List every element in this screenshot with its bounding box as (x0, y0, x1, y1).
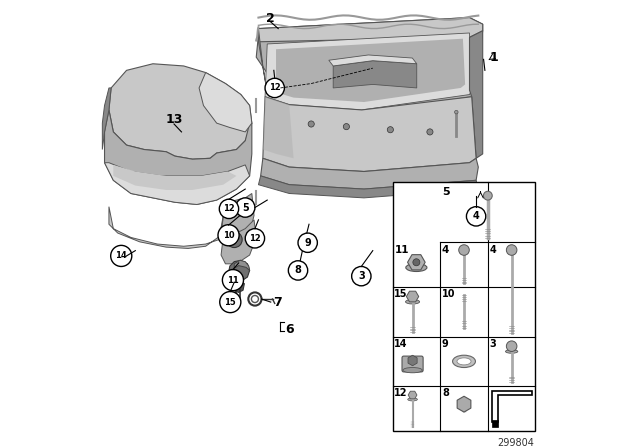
Polygon shape (234, 260, 250, 271)
Text: 12: 12 (223, 204, 235, 213)
Circle shape (220, 199, 239, 219)
Circle shape (459, 245, 469, 255)
Polygon shape (256, 17, 483, 112)
Text: 2: 2 (266, 12, 275, 25)
Circle shape (387, 127, 394, 133)
Text: 9: 9 (442, 339, 449, 349)
Circle shape (413, 259, 420, 266)
Polygon shape (104, 163, 250, 204)
Circle shape (351, 267, 371, 286)
Polygon shape (199, 73, 252, 132)
Ellipse shape (406, 300, 420, 304)
FancyBboxPatch shape (392, 182, 536, 431)
Text: 11: 11 (227, 276, 239, 284)
Polygon shape (221, 220, 256, 264)
Circle shape (298, 233, 317, 252)
Circle shape (222, 270, 243, 291)
Text: 13: 13 (165, 113, 182, 126)
Text: 14: 14 (394, 339, 408, 349)
Text: 1: 1 (490, 51, 498, 64)
Text: 15: 15 (225, 297, 236, 306)
Text: 6: 6 (285, 323, 294, 336)
Polygon shape (228, 260, 250, 288)
Text: 8: 8 (442, 388, 449, 398)
Text: 8: 8 (294, 265, 301, 276)
Ellipse shape (408, 398, 417, 401)
Circle shape (467, 207, 486, 226)
Text: 15: 15 (394, 289, 408, 299)
Circle shape (111, 246, 132, 267)
Text: 3: 3 (358, 271, 365, 281)
Circle shape (265, 78, 284, 98)
Text: 4: 4 (473, 211, 479, 221)
Circle shape (308, 121, 314, 127)
Polygon shape (470, 31, 483, 158)
Ellipse shape (457, 358, 471, 365)
Polygon shape (109, 207, 223, 249)
Text: 14: 14 (115, 251, 127, 260)
Circle shape (220, 292, 241, 313)
Polygon shape (259, 176, 478, 198)
Text: 5: 5 (242, 202, 248, 212)
Polygon shape (260, 158, 478, 189)
Text: 9: 9 (304, 238, 311, 248)
Text: 11: 11 (394, 245, 409, 255)
Polygon shape (221, 194, 254, 242)
Text: 12: 12 (394, 388, 408, 398)
Polygon shape (265, 33, 472, 110)
Text: 299804: 299804 (498, 438, 534, 448)
Ellipse shape (403, 367, 422, 373)
Text: 7: 7 (273, 296, 282, 309)
Text: 12: 12 (269, 83, 280, 92)
Text: 10: 10 (442, 289, 456, 299)
Text: 10: 10 (223, 231, 234, 240)
Circle shape (236, 198, 255, 217)
Polygon shape (492, 420, 497, 426)
Polygon shape (276, 39, 465, 102)
Polygon shape (104, 110, 252, 204)
Polygon shape (233, 281, 244, 293)
Text: 12: 12 (249, 234, 260, 243)
Ellipse shape (452, 355, 476, 367)
Polygon shape (263, 97, 476, 172)
Ellipse shape (406, 263, 427, 271)
Circle shape (245, 228, 264, 248)
Polygon shape (333, 60, 417, 88)
Text: 4: 4 (442, 245, 449, 255)
Polygon shape (329, 55, 417, 66)
Ellipse shape (506, 350, 518, 353)
Circle shape (506, 245, 517, 255)
Text: 5: 5 (442, 187, 449, 197)
Circle shape (454, 110, 458, 114)
Circle shape (483, 191, 492, 200)
Polygon shape (113, 165, 236, 190)
Text: 4: 4 (490, 245, 497, 255)
Circle shape (506, 341, 517, 352)
Polygon shape (102, 88, 111, 150)
Polygon shape (263, 97, 294, 158)
Text: 3: 3 (490, 339, 497, 349)
Polygon shape (109, 64, 252, 159)
Circle shape (343, 124, 349, 130)
Circle shape (230, 235, 239, 244)
Circle shape (427, 129, 433, 135)
FancyBboxPatch shape (402, 356, 423, 372)
Circle shape (218, 225, 239, 246)
Polygon shape (259, 29, 268, 92)
Circle shape (227, 232, 242, 248)
Circle shape (289, 261, 308, 280)
Polygon shape (259, 17, 483, 42)
